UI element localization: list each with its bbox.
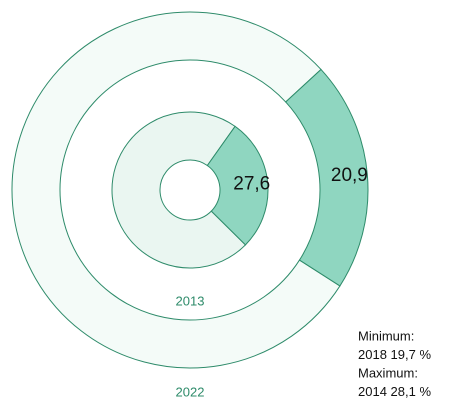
ring-segment xyxy=(206,125,269,246)
data-label: 20,9 xyxy=(331,165,368,186)
ring-rest xyxy=(111,111,247,269)
data-label: 27,6 xyxy=(233,174,270,195)
ring-rest xyxy=(11,11,341,369)
annotation: Maximum: xyxy=(358,365,418,380)
annotation: Minimum: xyxy=(358,328,414,343)
ring-label: 2013 xyxy=(176,293,205,308)
annotation: 2014 28,1 % xyxy=(358,384,431,399)
annotation: 2018 19,7 % xyxy=(358,347,431,362)
ring-label: 2022 xyxy=(176,384,205,399)
ring-segment xyxy=(284,68,369,287)
